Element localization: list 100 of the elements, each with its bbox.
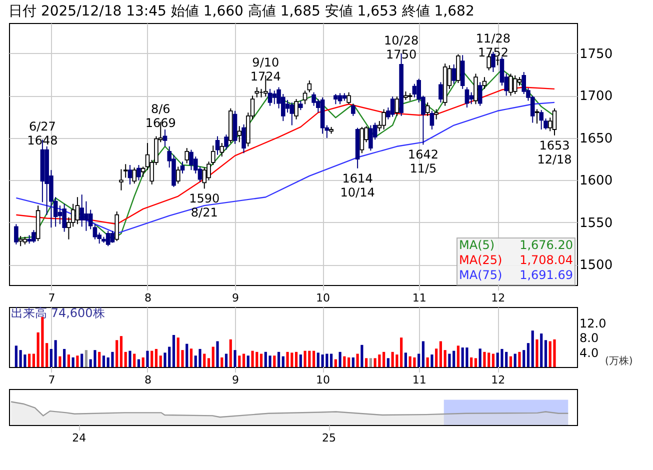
bar xyxy=(32,354,35,367)
bar xyxy=(404,352,407,367)
candlestick xyxy=(430,110,434,130)
bar xyxy=(374,358,376,367)
y-tick-label: 1550 xyxy=(580,216,613,231)
bar xyxy=(522,350,526,367)
bar xyxy=(514,354,516,367)
bar xyxy=(98,352,101,367)
candlestick xyxy=(464,86,470,108)
bar xyxy=(229,339,232,367)
bar xyxy=(142,357,144,367)
candlestick xyxy=(18,235,23,247)
bar xyxy=(277,352,280,367)
candlestick xyxy=(75,196,80,225)
candlestick xyxy=(220,142,224,158)
y-tick-label: 1500 xyxy=(580,258,613,274)
candlestick xyxy=(290,102,294,126)
annotation: 10/28 1750 xyxy=(384,33,419,62)
annotation: 8/6 1669 xyxy=(145,102,176,130)
bar xyxy=(159,356,162,367)
candlestick xyxy=(106,230,110,247)
annotation: 9/10 1724 xyxy=(250,55,281,84)
bar xyxy=(72,357,74,367)
bar xyxy=(224,354,228,367)
x-tick-label: 11 xyxy=(412,292,426,304)
bar xyxy=(19,350,22,367)
bar xyxy=(478,348,482,367)
bar xyxy=(338,352,342,367)
bar xyxy=(540,334,543,367)
bar xyxy=(426,357,429,367)
candlestick xyxy=(132,167,137,184)
bar xyxy=(14,346,18,367)
candlestick xyxy=(242,124,246,154)
bar xyxy=(396,354,398,367)
bar xyxy=(251,350,254,367)
candlestick xyxy=(425,102,430,116)
bar xyxy=(531,330,534,367)
x-tick-label: 12 xyxy=(491,292,506,304)
bar xyxy=(203,354,206,367)
bar xyxy=(299,354,302,367)
bar xyxy=(360,344,364,367)
candlestick xyxy=(14,224,18,245)
bar xyxy=(84,350,88,367)
candlestick xyxy=(478,82,482,106)
bar xyxy=(408,356,412,367)
candlestick xyxy=(272,90,277,105)
bar xyxy=(400,338,403,367)
bar xyxy=(413,357,416,367)
bar xyxy=(58,356,62,367)
bar xyxy=(212,346,214,367)
annotation: 6/27 1648 xyxy=(27,120,58,148)
y-tick-label: 4.0 xyxy=(580,346,599,360)
bar xyxy=(80,354,84,367)
bar xyxy=(483,352,486,367)
x-tick-label: 10 xyxy=(316,292,330,304)
candlestick xyxy=(123,164,128,178)
bar xyxy=(422,341,424,367)
candlestick xyxy=(62,203,66,232)
bar xyxy=(220,357,224,367)
candlestick xyxy=(452,64,456,84)
bar xyxy=(378,354,381,367)
bar xyxy=(260,354,263,367)
candlestick xyxy=(438,82,443,103)
x-tick-label: 10 xyxy=(316,374,330,386)
bar xyxy=(365,358,368,367)
candlestick xyxy=(92,224,98,240)
x-tick-label: 8 xyxy=(144,292,152,304)
bar xyxy=(172,334,176,367)
bar xyxy=(466,347,468,367)
bar xyxy=(268,356,272,367)
candlestick xyxy=(552,108,557,136)
candlestick xyxy=(368,124,373,152)
candlestick xyxy=(390,96,395,118)
y-tick-label: 1750 xyxy=(580,46,613,62)
candlestick xyxy=(58,205,62,225)
x-tick-label: 8 xyxy=(144,374,152,386)
bar xyxy=(294,352,298,367)
bar xyxy=(41,316,44,367)
candlestick xyxy=(254,86,260,98)
annotation: 1590 8/21 xyxy=(189,192,220,220)
bar xyxy=(54,340,57,367)
bar xyxy=(456,346,460,367)
bar xyxy=(474,358,478,367)
bar xyxy=(124,352,127,367)
bar xyxy=(198,348,202,367)
annotation: 11/28 1752 xyxy=(476,32,511,60)
candlestick xyxy=(202,167,207,190)
bar xyxy=(448,354,451,367)
bar xyxy=(356,354,359,367)
candlestick xyxy=(162,128,168,147)
y-axis-title: (万株) xyxy=(605,355,633,367)
y-tick-label: 12.0 xyxy=(580,316,606,330)
annotation: 1653 12/18 xyxy=(537,138,572,166)
bar xyxy=(352,357,354,367)
y-tick-label: 1600 xyxy=(580,174,613,189)
candlestick xyxy=(334,93,338,105)
candlestick xyxy=(136,164,141,181)
bar xyxy=(544,340,548,367)
annotation: 1614 10/14 xyxy=(340,171,375,200)
candlestick xyxy=(469,92,474,105)
